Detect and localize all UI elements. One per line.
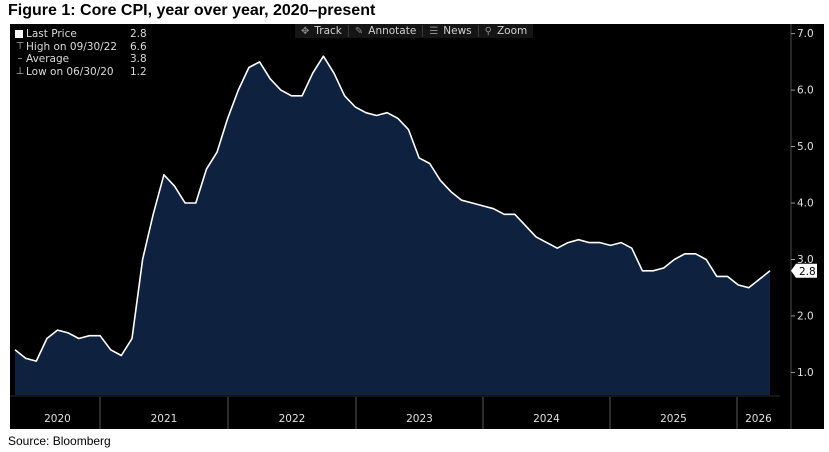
- legend-label: Last Price: [26, 28, 77, 41]
- annotate-label: Annotate: [368, 25, 417, 37]
- y-tick-label: 5.0: [797, 141, 814, 153]
- legend-label: High on 09/30/22: [26, 40, 118, 53]
- toolbar-divider: [422, 25, 424, 37]
- news-button[interactable]: ☰ News: [423, 25, 477, 37]
- toolbar-divider: [477, 25, 479, 37]
- core-cpi-chart[interactable]: 2020 2021 2022 2023 2024 2025 2026 1.0 2.0 3.0 4.0…: [10, 24, 824, 429]
- legend-label: Low on 06/30/20: [26, 65, 114, 78]
- legend-value: 1.2: [130, 65, 147, 78]
- legend-value: 6.6: [130, 40, 147, 53]
- chart-panel[interactable]: 2020 2021 2022 2023 2024 2025 2026 1.0 2.0 3.0 4.0…: [10, 24, 824, 429]
- news-label: News: [443, 25, 472, 37]
- y-tick-label: 2.0: [797, 311, 814, 323]
- y-tick-label: 3.0: [797, 254, 814, 266]
- x-tick-label: 2020: [44, 413, 71, 425]
- x-tick-label: 2026: [745, 413, 772, 425]
- zoom-button[interactable]: ⚲ Zoom: [479, 25, 534, 37]
- y-tick-label: 7.0: [797, 28, 814, 40]
- legend-row-average: – Average 3.8: [14, 53, 174, 66]
- legend-row-low: ⊥ Low on 06/30/20 1.2: [14, 66, 174, 79]
- y-tick-label: 1.0: [797, 367, 814, 379]
- legend-row-high: ⊤ High on 09/30/22 6.6: [14, 41, 174, 54]
- magnifier-icon: ⚲: [484, 25, 492, 37]
- legend-row-last-price: Last Price 2.8: [14, 28, 174, 41]
- legend-value: 2.8: [130, 28, 147, 41]
- legend: Last Price 2.8 ⊤ High on 09/30/22 6.6 – …: [14, 28, 174, 78]
- x-tick-label: 2022: [279, 413, 306, 425]
- legend-label: Average: [26, 53, 70, 66]
- news-icon: ☰: [429, 25, 439, 37]
- zoom-label: Zoom: [496, 25, 528, 37]
- x-tick-label: 2024: [533, 413, 560, 425]
- y-tick-label: 4.0: [797, 198, 814, 210]
- last-value-label: 2.8: [799, 266, 816, 278]
- x-tick-label: 2025: [660, 413, 687, 425]
- chart-toolbar: ✥ Track ✎ Annotate ☰ News ⚲ Zoom: [295, 24, 534, 38]
- y-tick-label: 6.0: [797, 85, 814, 97]
- x-tick-label: 2021: [151, 413, 178, 425]
- high-marker-icon: ⊤: [15, 40, 25, 52]
- x-tick-label: 2023: [406, 413, 433, 425]
- track-label: Track: [314, 25, 342, 37]
- annotate-button[interactable]: ✎ Annotate: [349, 25, 422, 37]
- series-area: [15, 56, 770, 395]
- figure-title: Figure 1: Core CPI, year over year, 2020…: [8, 2, 376, 19]
- crosshair-icon: ✥: [301, 25, 310, 37]
- series-line: [14, 55, 771, 362]
- pencil-icon: ✎: [354, 25, 364, 37]
- legend-value: 3.8: [130, 53, 147, 66]
- last-price-swatch-icon: [15, 30, 23, 39]
- last-value-tag: [791, 263, 817, 278]
- low-marker-icon: ⊥: [15, 65, 25, 77]
- source-note: Source: Bloomberg: [8, 434, 111, 448]
- average-marker-icon: –: [17, 53, 23, 65]
- toolbar-divider: [347, 25, 349, 37]
- track-button[interactable]: ✥ Track: [295, 25, 348, 37]
